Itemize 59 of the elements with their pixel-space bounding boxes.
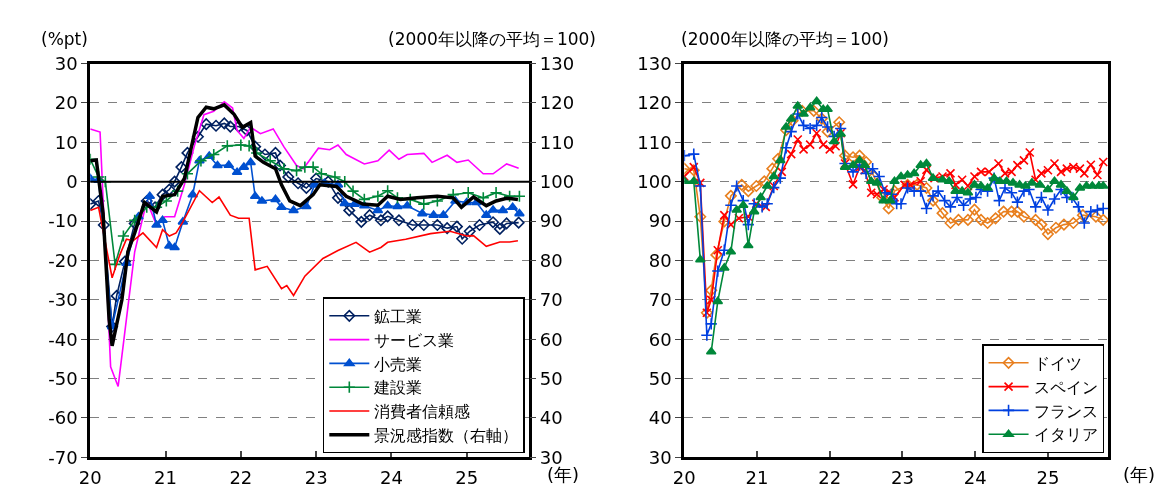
y-tick-label: 70 — [648, 289, 672, 311]
legend-label: 鉱工業 — [374, 307, 423, 327]
x-tick-label: 24 — [963, 466, 987, 488]
legend-label: 小売業 — [374, 354, 423, 374]
y2-tick-label: 50 — [539, 367, 563, 389]
y-axis-title: (%pt) — [41, 29, 88, 49]
y-tick-label: -30 — [48, 289, 78, 311]
y-tick-label: 30 — [54, 52, 78, 74]
legend-label: スペイン — [1033, 377, 1098, 397]
y2-axis-title: (2000年以降の平均＝100) — [388, 29, 596, 49]
y2-tick-label: 110 — [539, 131, 575, 153]
x-tick-label: 23 — [304, 466, 328, 488]
y2-tick-label: 130 — [539, 52, 575, 74]
y-tick-label: 130 — [637, 52, 672, 74]
legend-label: フランス — [1033, 401, 1098, 421]
y-tick-label: 50 — [648, 367, 672, 389]
y2-tick-label: 90 — [539, 210, 563, 232]
y2-tick-label: 70 — [539, 289, 563, 311]
y-tick-label: 10 — [54, 131, 78, 153]
x-tick-label: 20 — [78, 466, 102, 488]
y2-tick-label: 100 — [539, 170, 575, 192]
y-tick-label: 100 — [637, 170, 672, 192]
y-tick-label: 120 — [637, 92, 672, 114]
x-tick-label: 23 — [891, 466, 914, 488]
legend-label: イタリア — [1033, 425, 1098, 445]
y-tick-label: 30 — [648, 446, 672, 468]
y-tick-label: -40 — [48, 328, 78, 350]
x-axis-title: (年) — [547, 464, 580, 485]
y2-tick-label: 120 — [539, 92, 575, 114]
y2-tick-label: 80 — [539, 249, 563, 271]
x-tick-label: 21 — [154, 466, 178, 488]
y2-tick-label: 60 — [539, 328, 563, 350]
x-tick-label: 25 — [1036, 466, 1060, 488]
y-tick-label: -60 — [48, 407, 78, 429]
x-tick-label: 24 — [379, 466, 403, 488]
legend-label: 景況感指数（右軸） — [374, 426, 519, 446]
legend-label: ドイツ — [1033, 354, 1082, 374]
y-tick-label: 20 — [54, 92, 78, 114]
y-tick-label: -70 — [48, 446, 78, 468]
x-tick-label: 20 — [672, 466, 696, 488]
x-axis-title: (年) — [1123, 464, 1156, 485]
y-tick-label: 60 — [648, 328, 672, 350]
legend-label: 建設業 — [373, 378, 423, 398]
y-tick-label: 40 — [648, 407, 672, 429]
y-tick-label: -10 — [48, 210, 78, 232]
y-axis-title: (2000年以降の平均＝100) — [681, 29, 889, 49]
x-tick-label: 22 — [818, 466, 842, 488]
y-tick-label: 110 — [637, 131, 672, 153]
legend-label: サービス業 — [374, 330, 455, 350]
x-tick-label: 25 — [455, 466, 479, 488]
y-tick-label: -50 — [48, 367, 78, 389]
legend-label: 消費者信頼感 — [374, 402, 471, 422]
y-tick-label: 0 — [66, 170, 78, 192]
y-tick-label: -20 — [48, 249, 78, 271]
y-tick-label: 80 — [648, 249, 672, 271]
x-tick-label: 22 — [229, 466, 253, 488]
y-tick-label: 90 — [648, 210, 672, 232]
x-tick-label: 21 — [745, 466, 769, 488]
y2-tick-label: 40 — [539, 407, 563, 429]
